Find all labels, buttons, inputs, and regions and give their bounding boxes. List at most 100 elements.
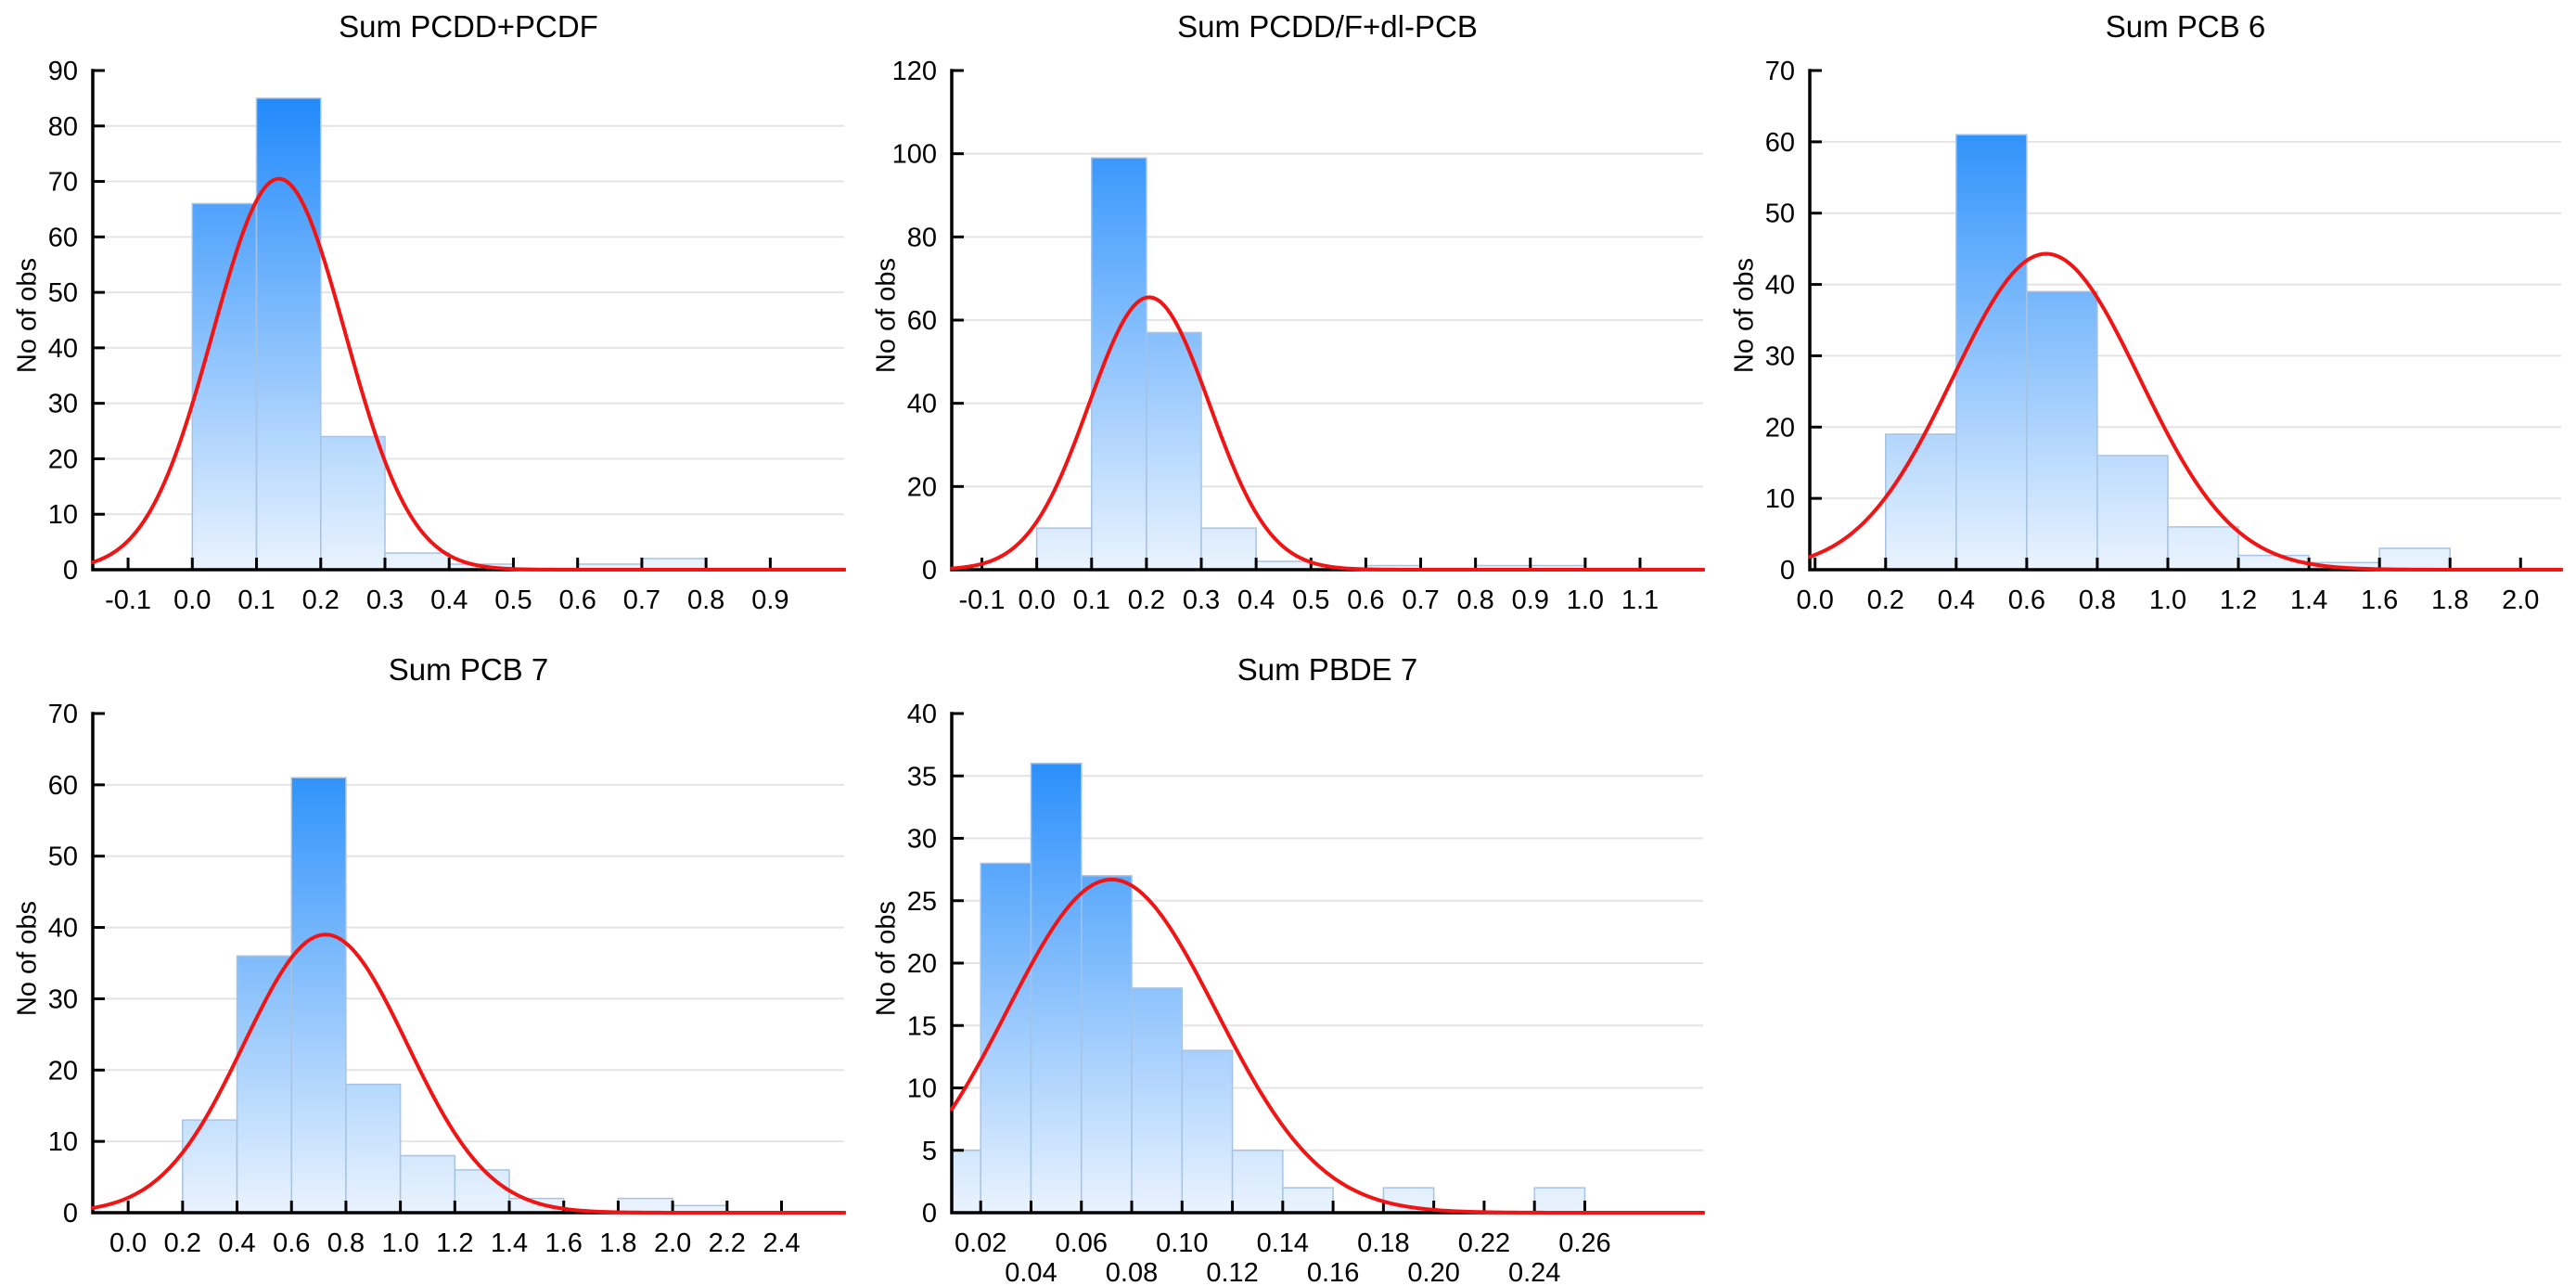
y-tick-label: 25 bbox=[907, 887, 937, 917]
x-tick-label: 0.6 bbox=[559, 585, 596, 615]
y-tick-label: 40 bbox=[907, 700, 937, 729]
y-tick-label: 70 bbox=[48, 700, 78, 729]
plot-area-sum-pcb-7: 0 10 20 30 40 50 60 70 0.0 0.2 0.4 0.6 0.8 1.0 1.2 1.4 1… bbox=[48, 700, 846, 1258]
x-tick-label: 1.2 bbox=[2220, 585, 2257, 615]
x-tick-label: 0.24 bbox=[1508, 1258, 1560, 1286]
y-tick-label: 60 bbox=[48, 223, 78, 252]
x-tick-label: 0.06 bbox=[1056, 1228, 1108, 1258]
histogram-bar bbox=[320, 435, 386, 571]
x-tick-label: 0.0 bbox=[1018, 585, 1055, 615]
y-tick-label: 10 bbox=[48, 500, 78, 530]
gridlines bbox=[952, 152, 1703, 488]
x-tick-label: 0.4 bbox=[1938, 585, 1975, 615]
x-tick-label: 0.7 bbox=[623, 585, 660, 615]
histogram-bar bbox=[454, 1169, 510, 1214]
y-tick-label: 0 bbox=[922, 1199, 937, 1228]
x-tick-label: 0.6 bbox=[273, 1228, 310, 1258]
x-tick-label: 2.4 bbox=[763, 1228, 800, 1258]
x-tick-label: 0.9 bbox=[751, 585, 788, 615]
histogram-bar bbox=[182, 1119, 238, 1214]
y-tick-label: 50 bbox=[1765, 199, 1795, 229]
x-tick-label: -0.1 bbox=[959, 585, 1006, 615]
histogram-bar bbox=[1282, 1187, 1334, 1214]
x-tick-label: 0.9 bbox=[1512, 585, 1549, 615]
x-tick-label: 1.8 bbox=[2431, 585, 2468, 615]
histogram-bars bbox=[191, 97, 707, 571]
x-tick-label: 1.0 bbox=[2149, 585, 2186, 615]
y-tick-label: 10 bbox=[1765, 484, 1795, 514]
plot-area-sum-pbde-7: 0 5 10 15 20 25 30 35 40 0.020.040.060.080.100.12… bbox=[907, 700, 1705, 1286]
histogram-bar bbox=[191, 202, 258, 571]
y-axis-title: No of obs bbox=[871, 900, 902, 1017]
chart-sum-pcb-7: 0 10 20 30 40 50 60 70 0.0 0.2 0.4 0.6 0.8 1.0 1.2 1.4 1… bbox=[0, 643, 859, 1286]
tick-labels: 0 10 20 30 40 50 60 70 0.0 0.2 0.4 0.6 0.8 1.0 1.2 1.4 1… bbox=[1765, 57, 2540, 615]
histogram-bar bbox=[2096, 455, 2169, 571]
y-tick-label: 40 bbox=[1765, 271, 1795, 301]
histogram-bars bbox=[951, 763, 1586, 1214]
y-tick-label: 0 bbox=[922, 556, 937, 585]
y-tick-label: 35 bbox=[907, 762, 937, 791]
y-tick-label: 120 bbox=[892, 57, 937, 86]
plot-area-sum-pcb-6: 0 10 20 30 40 50 60 70 0.0 0.2 0.4 0.6 0.8 1.0 1.2 1.4 1… bbox=[1765, 57, 2563, 615]
histogram-bar bbox=[236, 955, 292, 1214]
y-tick-label: 5 bbox=[922, 1137, 937, 1166]
x-tick-label: 0.1 bbox=[1073, 585, 1110, 615]
y-tick-label: 20 bbox=[907, 949, 937, 979]
x-tick-label: 0.4 bbox=[430, 585, 468, 615]
x-tick-label: 0.04 bbox=[1005, 1258, 1057, 1286]
tick-labels: 0 10 20 30 40 50 60 70 0.0 0.2 0.4 0.6 0.8 1.0 1.2 1.4 1… bbox=[48, 700, 801, 1258]
histogram-bars bbox=[182, 777, 728, 1214]
histogram-bar bbox=[1080, 875, 1133, 1214]
y-tick-label: 40 bbox=[48, 914, 78, 944]
normal-fit-curve bbox=[950, 295, 1705, 572]
x-tick-label: 0.22 bbox=[1458, 1228, 1510, 1258]
normal-fit-curve bbox=[1808, 251, 2563, 572]
histogram-bar bbox=[345, 1083, 402, 1214]
histogram-bars bbox=[1885, 134, 2451, 571]
y-axis-title: No of obs bbox=[12, 900, 43, 1017]
chart-sum-pcdd-pcdf: 0 10 20 30 40 50 60 70 80 90 -0.1 0.0 0.1 0.2 0.3 0.4 0.… bbox=[0, 0, 859, 643]
y-tick-label: 70 bbox=[1765, 57, 1795, 86]
x-tick-label: 0.7 bbox=[1402, 585, 1439, 615]
y-tick-label: 20 bbox=[907, 472, 937, 502]
x-tick-label: 0.2 bbox=[1867, 585, 1904, 615]
y-tick-label: 0 bbox=[1780, 556, 1795, 585]
x-tick-label: 1.0 bbox=[381, 1228, 418, 1258]
y-tick-label: 50 bbox=[48, 842, 78, 872]
y-tick-label: 40 bbox=[48, 334, 78, 364]
y-tick-label: 30 bbox=[907, 825, 937, 855]
chart-title-sum-pcddf-dl-pcb: Sum PCDD/F+dl-PCB bbox=[1177, 9, 1478, 44]
tick-labels: 0 5 10 15 20 25 30 35 40 0.020.040.060.080.100.12… bbox=[907, 700, 1611, 1286]
histogram-bar bbox=[1955, 134, 2028, 571]
x-tick-label: 0.10 bbox=[1156, 1228, 1208, 1258]
histogram-bar bbox=[1030, 763, 1083, 1214]
x-tick-label: 1.2 bbox=[436, 1228, 473, 1258]
x-tick-label: 0.18 bbox=[1357, 1228, 1409, 1258]
normal-fit-curve bbox=[91, 176, 846, 572]
axes bbox=[1808, 69, 2563, 572]
x-tick-label: 0.8 bbox=[687, 585, 724, 615]
histogram-bar bbox=[290, 777, 347, 1214]
x-tick-label: 1.6 bbox=[2361, 585, 2398, 615]
x-tick-label: 0.26 bbox=[1558, 1228, 1610, 1258]
x-tick-label: 1.1 bbox=[1621, 585, 1659, 615]
x-tick-label: 0.8 bbox=[1456, 585, 1493, 615]
x-tick-label: 0.5 bbox=[494, 585, 532, 615]
x-tick-label: 0.08 bbox=[1106, 1258, 1158, 1286]
histogram-bar bbox=[399, 1154, 456, 1214]
histogram-bar bbox=[1200, 527, 1257, 571]
x-tick-label: 1.4 bbox=[2290, 585, 2327, 615]
x-tick-label: 0.6 bbox=[2008, 585, 2045, 615]
y-tick-label: 10 bbox=[48, 1127, 78, 1157]
histogram-bar bbox=[1231, 1150, 1284, 1214]
x-tick-label: 0.8 bbox=[327, 1228, 365, 1258]
histogram-bar bbox=[1091, 157, 1147, 571]
x-tick-label: 0.02 bbox=[955, 1228, 1006, 1258]
y-tick-label: 0 bbox=[63, 556, 78, 585]
y-tick-label: 60 bbox=[1765, 128, 1795, 158]
chart-title-sum-pbde-7: Sum PBDE 7 bbox=[1237, 652, 1418, 687]
histogram-bar bbox=[1533, 1187, 1586, 1214]
y-tick-label: 10 bbox=[907, 1074, 937, 1104]
tick-labels: 0 10 20 30 40 50 60 70 80 90 -0.1 0.0 0.1 0.2 0.3 0.4 0.… bbox=[48, 57, 789, 615]
histogram-bar bbox=[980, 862, 1032, 1214]
